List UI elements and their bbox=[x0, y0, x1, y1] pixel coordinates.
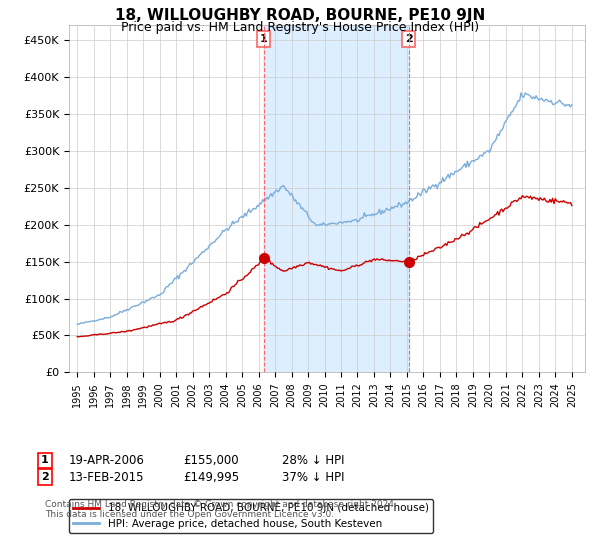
Bar bbox=[263, 25, 409, 372]
Text: 18, WILLOUGHBY ROAD, BOURNE, PE10 9JN: 18, WILLOUGHBY ROAD, BOURNE, PE10 9JN bbox=[115, 8, 485, 24]
Text: 1: 1 bbox=[41, 455, 49, 465]
Text: Price paid vs. HM Land Registry's House Price Index (HPI): Price paid vs. HM Land Registry's House … bbox=[121, 21, 479, 34]
Text: 19-APR-2006: 19-APR-2006 bbox=[69, 454, 145, 467]
Text: £155,000: £155,000 bbox=[183, 454, 239, 467]
Legend: 18, WILLOUGHBY ROAD, BOURNE, PE10 9JN (detached house), HPI: Average price, deta: 18, WILLOUGHBY ROAD, BOURNE, PE10 9JN (d… bbox=[69, 499, 433, 533]
Text: 2: 2 bbox=[41, 472, 49, 482]
Text: Contains HM Land Registry data © Crown copyright and database right 2024.
This d: Contains HM Land Registry data © Crown c… bbox=[45, 500, 397, 519]
Text: 28% ↓ HPI: 28% ↓ HPI bbox=[282, 454, 344, 467]
Text: 13-FEB-2015: 13-FEB-2015 bbox=[69, 470, 145, 484]
Text: 2: 2 bbox=[405, 34, 412, 44]
Text: 1: 1 bbox=[260, 34, 268, 44]
Text: 37% ↓ HPI: 37% ↓ HPI bbox=[282, 470, 344, 484]
Text: £149,995: £149,995 bbox=[183, 470, 239, 484]
